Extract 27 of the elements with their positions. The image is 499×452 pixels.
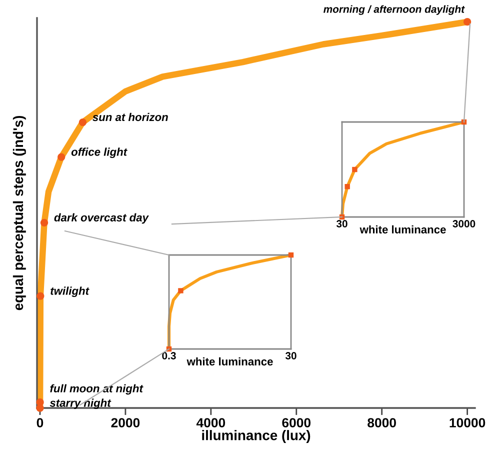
x-axis-title: white luminance bbox=[360, 225, 446, 234]
point bbox=[464, 18, 472, 26]
annotation: sun at horizon bbox=[92, 112, 168, 122]
x-tick-label: 2000 bbox=[111, 418, 140, 428]
x-tick-label: 0 bbox=[36, 418, 44, 428]
x-tick-label: 4000 bbox=[196, 418, 226, 428]
annotation: twilight bbox=[50, 286, 90, 298]
annotation: dark overcast day bbox=[54, 213, 149, 224]
x-tick-label: 10000 bbox=[450, 418, 486, 428]
x-tick-label: 0.3 bbox=[162, 352, 176, 360]
x-tick-label: 30 bbox=[336, 220, 348, 228]
x-tick-label: 3000 bbox=[452, 220, 476, 228]
x-tick-label: 6000 bbox=[282, 418, 311, 428]
x-tick-label: 8000 bbox=[368, 418, 396, 428]
point bbox=[352, 166, 358, 172]
annotation: morning / afternoon daylight bbox=[324, 5, 465, 15]
point bbox=[78, 118, 87, 126]
x-tick-label: 30 bbox=[285, 352, 296, 360]
x-axis-title: white luminance bbox=[186, 357, 273, 366]
point bbox=[40, 218, 48, 226]
point bbox=[36, 292, 44, 300]
annotation: starry night bbox=[50, 398, 112, 410]
y-axis-title: equal perceptual steps (jnd's) bbox=[12, 116, 26, 310]
point bbox=[58, 153, 66, 161]
annotation: office light bbox=[71, 148, 128, 158]
point bbox=[344, 184, 350, 190]
x-axis-title: illuminance (lux) bbox=[202, 430, 310, 443]
